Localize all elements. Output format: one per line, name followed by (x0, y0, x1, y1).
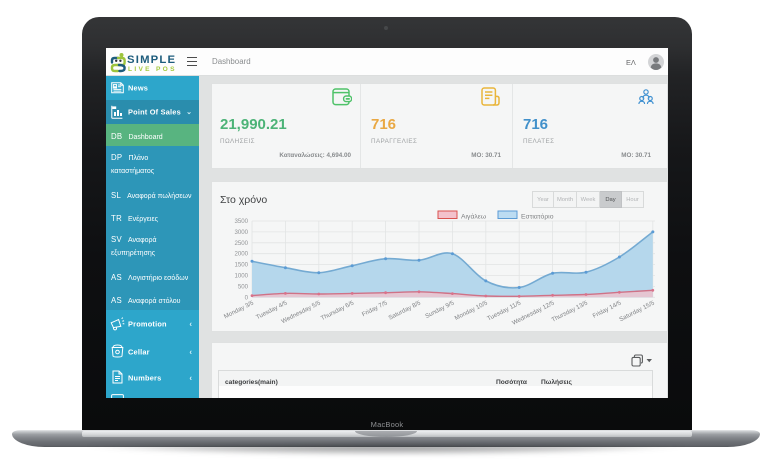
svg-text:3500: 3500 (234, 218, 248, 225)
svg-text:Monday 3/5: Monday 3/5 (223, 299, 255, 320)
svg-text:0: 0 (245, 294, 249, 301)
svg-text:Εστιατόριο: Εστιατόριο (521, 212, 554, 220)
svg-text:Saturday 8/5: Saturday 8/5 (387, 299, 422, 321)
svg-text:2500: 2500 (234, 240, 248, 247)
svg-text:500: 500 (238, 283, 249, 290)
svg-text:2000: 2000 (234, 251, 248, 258)
svg-text:Thursday 6/5: Thursday 6/5 (320, 299, 356, 322)
svg-text:3000: 3000 (234, 229, 248, 236)
svg-text:Saturday 15/5: Saturday 15/5 (618, 299, 656, 323)
svg-text:Monday 10/5: Monday 10/5 (454, 299, 490, 322)
svg-text:Thursday 13/5: Thursday 13/5 (550, 299, 589, 323)
svg-text:1500: 1500 (234, 262, 248, 269)
svg-text:1000: 1000 (234, 273, 248, 280)
svg-text:Αιγάλεω: Αιγάλεω (461, 212, 487, 220)
svg-text:Friday 7/5: Friday 7/5 (361, 299, 389, 318)
svg-text:Sunday 9/5: Sunday 9/5 (424, 299, 456, 320)
